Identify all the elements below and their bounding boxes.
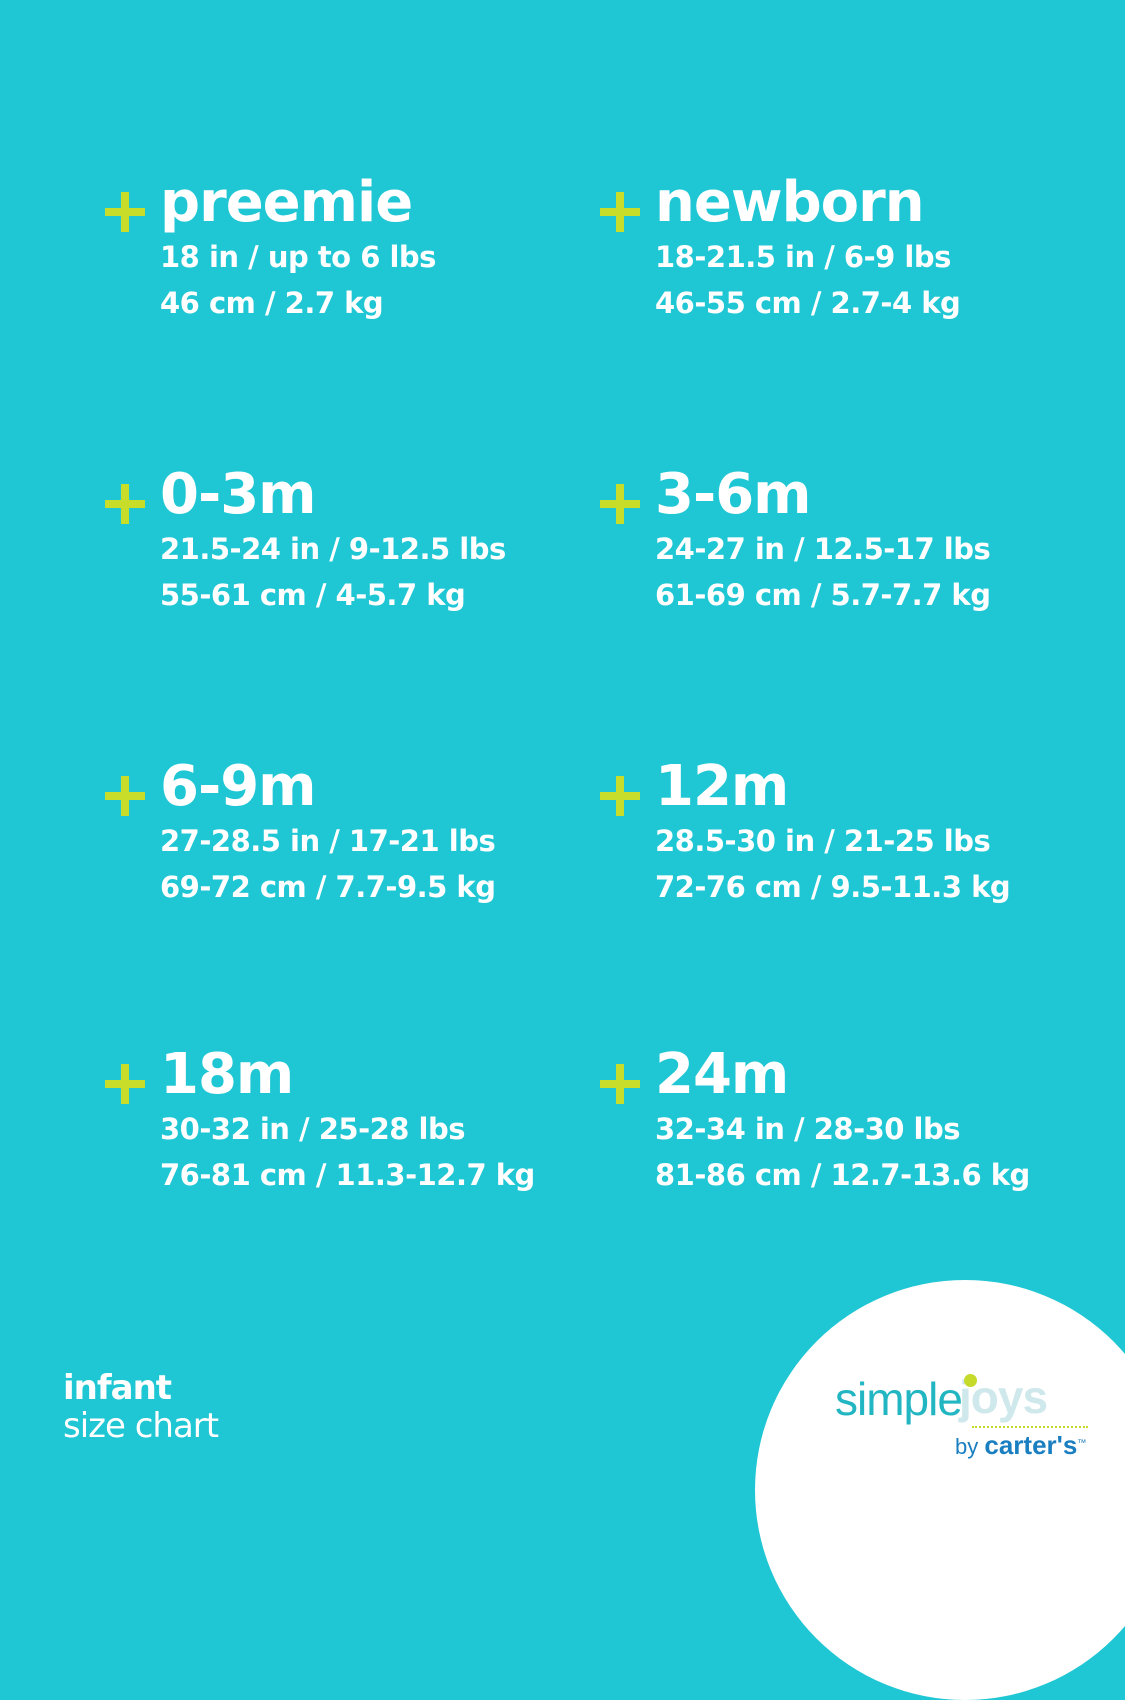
size-name: 6-9m: [160, 754, 317, 819]
logo-carters: carter's: [984, 1430, 1078, 1460]
logo-by: by: [955, 1434, 979, 1459]
size-imperial: 28.5-30 in / 21-25 lbs: [655, 824, 991, 858]
size-metric: 76-81 cm / 11.3-12.7 kg: [160, 1158, 535, 1192]
size-imperial: 32-34 in / 28-30 lbs: [655, 1112, 961, 1146]
chart-label-infant: infant: [63, 1368, 172, 1408]
logo-tm: ™: [1077, 1437, 1087, 1448]
size-metric: 46 cm / 2.7 kg: [160, 286, 384, 320]
chart-label-size-chart: size chart: [63, 1406, 219, 1446]
plus-icon: [600, 1064, 640, 1104]
size-name: 0-3m: [160, 462, 317, 527]
plus-icon: [600, 484, 640, 524]
size-imperial: 27-28.5 in / 17-21 lbs: [160, 824, 496, 858]
size-metric: 46-55 cm / 2.7-4 kg: [655, 286, 961, 320]
size-name: 3-6m: [655, 462, 812, 527]
size-imperial: 21.5-24 in / 9-12.5 lbs: [160, 532, 506, 566]
size-name: 24m: [655, 1042, 789, 1107]
logo-badge: [755, 1280, 1125, 1700]
size-metric: 61-69 cm / 5.7-7.7 kg: [655, 578, 991, 612]
simple-joys-logo: simple joys by carter's™: [835, 1371, 1095, 1472]
size-metric: 81-86 cm / 12.7-13.6 kg: [655, 1158, 1030, 1192]
plus-icon: [600, 192, 640, 232]
plus-icon: [105, 192, 145, 232]
logo-simple: simple: [835, 1373, 963, 1425]
size-imperial: 18-21.5 in / 6-9 lbs: [655, 240, 951, 274]
plus-icon: [105, 484, 145, 524]
logo-dot-icon: [964, 1374, 977, 1387]
size-metric: 72-76 cm / 9.5-11.3 kg: [655, 870, 1011, 904]
plus-icon: [105, 1064, 145, 1104]
chart-label: infant size chart: [63, 1368, 219, 1446]
size-name: preemie: [160, 170, 413, 235]
size-imperial: 24-27 in / 12.5-17 lbs: [655, 532, 991, 566]
plus-icon: [600, 776, 640, 816]
size-name: 12m: [655, 754, 789, 819]
size-name: 18m: [160, 1042, 294, 1107]
logo-by-carters: by carter's™: [955, 1430, 1086, 1461]
logo-dotted-line: [972, 1426, 1088, 1428]
plus-icon: [105, 776, 145, 816]
size-imperial: 30-32 in / 25-28 lbs: [160, 1112, 466, 1146]
size-imperial: 18 in / up to 6 lbs: [160, 240, 436, 274]
size-metric: 55-61 cm / 4-5.7 kg: [160, 578, 466, 612]
size-name: newborn: [655, 170, 925, 235]
size-metric: 69-72 cm / 7.7-9.5 kg: [160, 870, 496, 904]
